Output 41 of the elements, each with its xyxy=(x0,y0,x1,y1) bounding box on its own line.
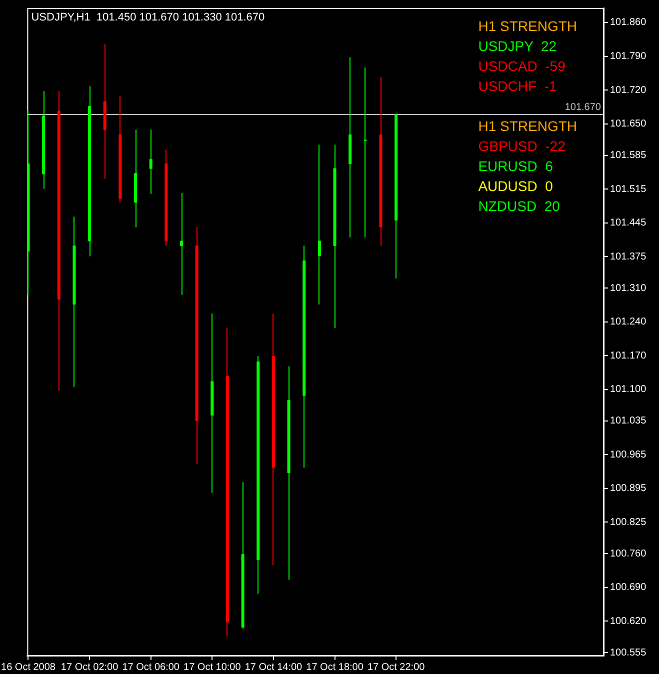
annotation: H1 STRENGTH xyxy=(478,18,578,34)
y-tick-label: 101.375 xyxy=(610,251,647,262)
x-tick-label: 16 Oct 2008 xyxy=(1,662,56,673)
annotation: H1 STRENGTH xyxy=(478,118,578,134)
y-tick-label: 101.790 xyxy=(610,51,647,62)
y-tick-label: 101.035 xyxy=(610,416,647,427)
y-tick-label: 100.965 xyxy=(610,449,647,460)
x-tick-label: 17 Oct 18:00 xyxy=(306,662,364,673)
annotation: GBPUSD -22 xyxy=(478,138,566,154)
annotation: NZDUSD 20 xyxy=(478,198,560,214)
chart-title: USDJPY,H1 101.450 101.670 101.330 101.670 xyxy=(31,12,265,24)
candlestick xyxy=(180,192,184,295)
y-tick-label: 101.650 xyxy=(610,118,647,130)
annotation: AUDUSD 0 xyxy=(478,178,554,194)
annotation: USDJPY 22 xyxy=(478,38,557,54)
y-tick-label: 100.825 xyxy=(610,516,647,528)
y-tick-label: 100.895 xyxy=(610,483,647,494)
y-tick-label: 101.310 xyxy=(610,282,647,294)
ref-line-label: 101.670 xyxy=(564,102,602,113)
y-tick-label: 101.585 xyxy=(610,150,647,162)
x-tick-label: 17 Oct 14:00 xyxy=(244,662,303,673)
x-tick-label: 17 Oct 02:00 xyxy=(60,662,119,673)
x-tick-label: 17 Oct 06:00 xyxy=(122,662,180,673)
y-tick-label: 101.720 xyxy=(610,84,647,96)
annotation: EURUSD 6 xyxy=(478,158,554,174)
y-tick-label: 101.100 xyxy=(610,384,647,396)
y-tick-label: 100.690 xyxy=(610,582,647,594)
y-tick-label: 100.620 xyxy=(610,616,647,627)
x-tick-label: 17 Oct 10:00 xyxy=(184,662,242,673)
y-tick-label: 101.445 xyxy=(610,218,647,229)
y-tick-label: 101.860 xyxy=(610,17,647,28)
y-tick-label: 101.515 xyxy=(610,184,647,195)
candlestick xyxy=(364,67,367,238)
y-tick-label: 100.555 xyxy=(610,647,647,658)
x-tick-label: 17 Oct 22:00 xyxy=(367,662,426,673)
annotation: USDCHF -1 xyxy=(478,78,557,94)
annotation: USDCAD -59 xyxy=(478,58,566,74)
candlestick xyxy=(318,144,321,304)
y-tick-label: 100.760 xyxy=(610,548,647,560)
y-tick-label: 101.170 xyxy=(610,350,647,362)
y-tick-label: 101.240 xyxy=(610,316,647,328)
